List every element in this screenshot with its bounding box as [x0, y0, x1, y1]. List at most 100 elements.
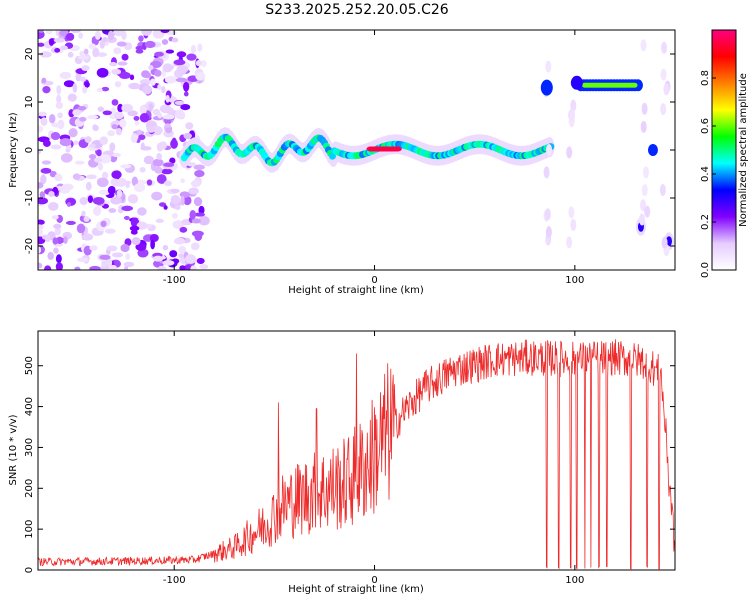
- noise-blob: [133, 183, 146, 193]
- high-tone-halo: [632, 79, 643, 92]
- noise-blob: [67, 51, 74, 58]
- noise-blob: [158, 141, 168, 150]
- noise-blob: [198, 215, 210, 226]
- noise-blob: [187, 162, 197, 167]
- noise-blob: [154, 166, 163, 174]
- noise-blob: [68, 127, 78, 138]
- streak-blob: [546, 144, 553, 157]
- high-tone-segment: [631, 82, 638, 88]
- left-cluster: [570, 75, 583, 90]
- noise-blob: [89, 265, 101, 270]
- noise-blob: [98, 189, 111, 196]
- figure-title: S233.2025.252.20.05.C26: [265, 2, 449, 18]
- noise-blob: [38, 125, 44, 133]
- noise-blob: [70, 30, 82, 34]
- colorbar-gradient: [712, 30, 736, 270]
- noise-blob: [97, 177, 109, 188]
- noise-blob: [172, 220, 184, 229]
- snr-y-tick-label: 100: [24, 520, 35, 539]
- noise-blob: [139, 105, 147, 115]
- snr-frame: [37, 330, 676, 571]
- noise-blob: [185, 254, 197, 265]
- noise-blob: [128, 82, 141, 90]
- noise-blob: [73, 140, 79, 146]
- noise-blob: [125, 182, 130, 189]
- noise-blob: [47, 251, 55, 261]
- noise-blob: [96, 67, 109, 78]
- noise-blob: [163, 162, 175, 167]
- colorbar-frame: [711, 29, 737, 271]
- noise-blob: [123, 215, 130, 221]
- snr-y-tick-label: 400: [24, 397, 35, 416]
- noise-blob: [110, 196, 122, 205]
- noise-blob: [121, 53, 129, 61]
- streak-blob: [641, 102, 648, 115]
- noise-blob: [156, 152, 163, 160]
- noise-blob: [59, 138, 72, 147]
- noise-blob: [154, 69, 162, 77]
- snr-y-tick-label: 0: [24, 567, 35, 573]
- noise-blob: [178, 253, 184, 259]
- noise-blob: [67, 93, 77, 102]
- noise-blob: [48, 201, 59, 211]
- noise-blob: [109, 142, 116, 152]
- noise-blob: [176, 65, 189, 74]
- noise-blob: [180, 195, 185, 206]
- noise-blob: [142, 85, 153, 95]
- noise-blob: [107, 185, 116, 195]
- noise-blob: [170, 188, 180, 194]
- streak-blob: [545, 226, 552, 239]
- noise-blob: [52, 237, 59, 245]
- noise-blob: [98, 162, 104, 171]
- noise-blob: [88, 43, 97, 50]
- streak-blob: [640, 39, 647, 52]
- spectrogram-y-tick-label: -10: [24, 190, 35, 206]
- spectrogram-x-tick-label: -100: [163, 275, 186, 286]
- noise-blob: [55, 101, 64, 109]
- noise-blob: [137, 207, 147, 216]
- noise-blob: [54, 173, 63, 182]
- noise-blob: [121, 30, 127, 40]
- noise-blob: [102, 36, 108, 43]
- noise-blob: [117, 103, 124, 113]
- noise-blob: [178, 245, 187, 254]
- noise-blob: [191, 218, 201, 224]
- streak-blob: [661, 236, 668, 249]
- noise-blob: [183, 132, 192, 140]
- noise-blob: [81, 210, 86, 217]
- noise-blob: [79, 76, 87, 82]
- noise-blob: [77, 55, 90, 60]
- spectrogram-y-tick-label: -20: [24, 238, 35, 254]
- colorbar-tick-label: 0.0: [700, 262, 711, 278]
- noise-blob: [94, 157, 103, 163]
- noise-blob: [190, 242, 200, 251]
- noise-blob: [66, 202, 71, 207]
- snr-y-tick-label: 200: [24, 479, 35, 498]
- noise-blob: [79, 196, 88, 206]
- noise-blob: [130, 229, 138, 235]
- noise-blob: [56, 94, 62, 104]
- noise-blob: [108, 208, 117, 213]
- noise-blob: [59, 71, 72, 80]
- noise-blob: [129, 74, 135, 81]
- noise-blob: [89, 245, 98, 251]
- noise-blob: [194, 169, 205, 178]
- noise-blob: [77, 106, 87, 111]
- noise-blob: [141, 30, 152, 36]
- noise-blob: [157, 265, 167, 270]
- noise-blob: [87, 195, 94, 203]
- noise-blob: [138, 134, 146, 141]
- noise-blob: [161, 39, 169, 45]
- noise-blob: [199, 264, 209, 270]
- noise-blob: [65, 220, 76, 226]
- noise-blob: [134, 120, 140, 126]
- noise-blob: [118, 71, 131, 79]
- colorbar-tick-label: 0.4: [700, 166, 711, 182]
- noise-blob: [42, 85, 51, 94]
- snr-x-tick-label: -100: [163, 575, 186, 586]
- noise-blob: [195, 72, 206, 81]
- noise-blob: [180, 178, 185, 184]
- noise-blob: [51, 215, 59, 220]
